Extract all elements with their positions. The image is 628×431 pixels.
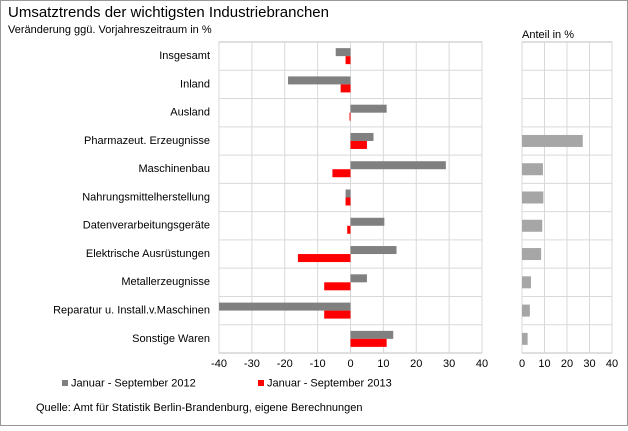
- x-tick-label: 40: [606, 358, 618, 370]
- bar: [350, 140, 367, 149]
- bar: [297, 254, 351, 263]
- bar: [522, 219, 543, 232]
- x-tick-label: 30: [443, 358, 455, 370]
- bar: [332, 169, 351, 178]
- category-label: Datenverarbeitungsgeräte: [83, 220, 210, 232]
- category-label: Sonstige Waren: [132, 333, 210, 345]
- legend-swatch: [62, 380, 68, 386]
- bar: [345, 189, 351, 198]
- x-tick-label: -40: [211, 358, 227, 370]
- bar: [350, 330, 394, 339]
- category-label: Insgesamt: [159, 50, 210, 62]
- bar: [324, 310, 351, 319]
- bar: [350, 274, 367, 283]
- bar: [350, 104, 387, 113]
- bar: [340, 84, 351, 93]
- bar: [350, 132, 374, 141]
- category-label: Inland: [180, 78, 210, 90]
- x-tick-label: 10: [377, 358, 389, 370]
- x-tick-label: -10: [310, 358, 326, 370]
- x-tick-label: -30: [244, 358, 260, 370]
- bar: [219, 302, 351, 311]
- bar: [522, 304, 530, 317]
- bar: [522, 332, 528, 345]
- bar: [522, 134, 583, 147]
- x-tick-label: 0: [347, 358, 353, 370]
- legend-label: Januar - September 2012: [71, 377, 196, 389]
- category-label: Ausland: [170, 107, 210, 119]
- chart-subtitle: Veränderung ggü. Vorjahreszeitraum in %: [8, 24, 212, 36]
- bar: [288, 76, 351, 85]
- x-tick-label: 0: [519, 358, 525, 370]
- legend-label: Januar - September 2013: [267, 377, 392, 389]
- category-label: Metallerzeugnisse: [121, 276, 210, 288]
- bar: [522, 248, 542, 261]
- bar: [350, 338, 387, 347]
- category-label: Pharmazeut. Erzeugnisse: [84, 135, 210, 147]
- category-label: Reparatur u. Install.v.Maschinen: [53, 304, 210, 316]
- legend-swatch: [258, 380, 264, 386]
- bar: [350, 217, 385, 226]
- category-label: Elektrische Ausrüstungen: [86, 248, 210, 260]
- bar: [522, 163, 543, 176]
- x-tick-label: -20: [277, 358, 293, 370]
- category-label: Maschinenbau: [138, 163, 210, 175]
- source: Quelle: Amt für Statistik Berlin-Branden…: [36, 402, 363, 414]
- bar: [345, 56, 351, 65]
- x-tick-label: 30: [583, 358, 595, 370]
- bar: [335, 48, 351, 57]
- x-tick-label: 40: [476, 358, 488, 370]
- x-tick-label: 20: [410, 358, 422, 370]
- x-tick-label: 10: [538, 358, 550, 370]
- bar: [522, 276, 531, 289]
- bar: [345, 197, 351, 206]
- x-tick-label: 20: [561, 358, 573, 370]
- bar: [347, 225, 351, 234]
- chart-title: Umsatztrends der wichtigsten Industriebr…: [8, 4, 329, 21]
- bar: [349, 112, 351, 121]
- bar: [350, 246, 397, 255]
- category-label: Nahrungsmittelherstellung: [82, 191, 210, 203]
- bar: [350, 161, 446, 170]
- panel-title: Anteil in %: [522, 29, 574, 41]
- bar: [522, 191, 544, 204]
- bar: [324, 282, 351, 291]
